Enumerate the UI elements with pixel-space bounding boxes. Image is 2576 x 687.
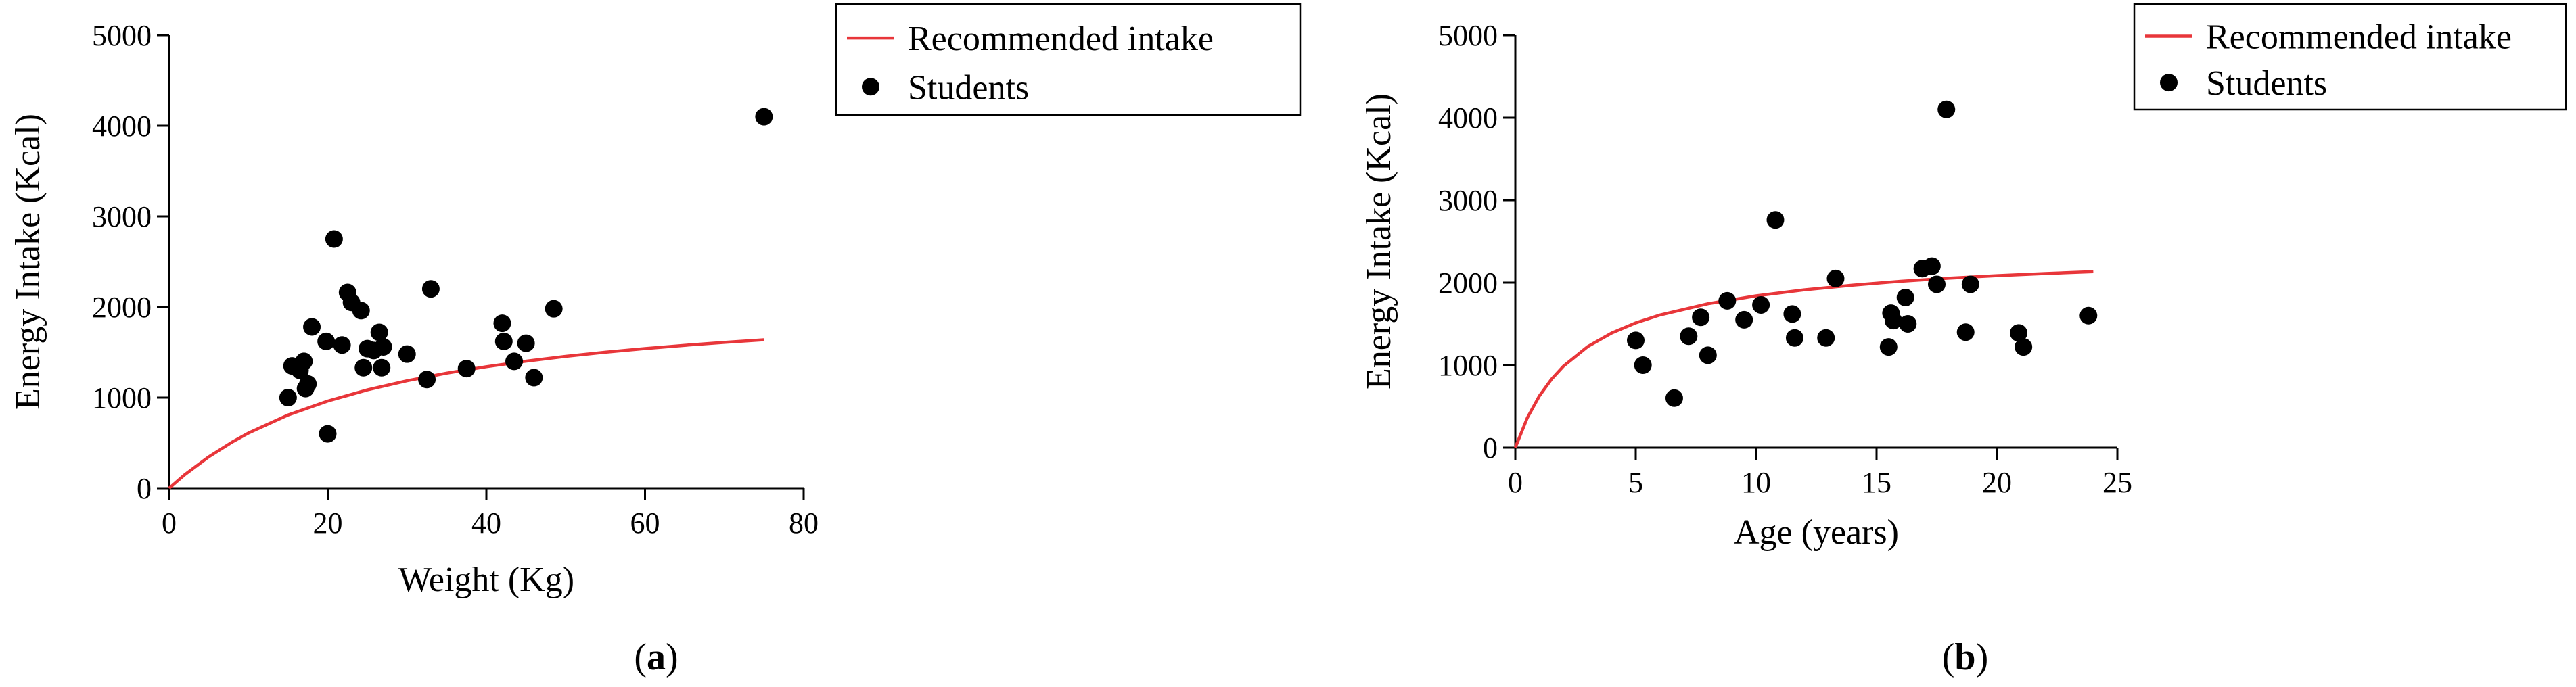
legend-label-students: Students <box>2206 64 2327 103</box>
x-tick-label: 20 <box>1982 466 2012 499</box>
student-point <box>495 332 513 350</box>
student-point <box>505 352 524 371</box>
student-point <box>1699 346 1717 364</box>
y-axis-title: Energy Intake (Kcal) <box>1360 93 1398 389</box>
student-point <box>421 280 440 298</box>
student-point <box>2079 306 2098 325</box>
x-tick-label: 40 <box>472 506 501 540</box>
legend-box <box>835 3 1302 116</box>
student-point <box>1718 291 1736 310</box>
y-tick-label: 4000 <box>92 110 152 143</box>
x-tick-label: 15 <box>1862 466 1891 499</box>
panel-b: 0 1000 2000 3000 4000 5000 0 5 10 15 20 25 Energy In… <box>1360 3 2567 678</box>
legend-label-recommended: Recommended intake <box>908 20 1214 58</box>
student-point <box>1923 257 1941 275</box>
x-tick-label: 60 <box>630 506 660 540</box>
student-point <box>1680 327 1698 346</box>
student-point <box>373 358 391 377</box>
student-point <box>1826 269 1845 287</box>
x-tick-label: 20 <box>313 506 343 540</box>
student-point <box>1735 310 1753 329</box>
y-tick-label: 5000 <box>92 19 152 52</box>
student-point <box>303 318 321 336</box>
student-point <box>457 360 476 378</box>
student-point <box>354 358 373 377</box>
student-point <box>374 337 392 356</box>
panel-a: 0 1000 2000 3000 4000 5000 0 20 40 60 80 Energy Int… <box>9 3 1302 678</box>
legend-point-swatch <box>862 78 879 96</box>
y-tick-label: 3000 <box>92 200 152 233</box>
y-tick-label: 1000 <box>1438 349 1498 382</box>
legend: Recommended intake Students <box>835 3 1302 116</box>
legend-label-students: Students <box>908 68 1029 107</box>
student-point <box>1783 305 1801 323</box>
student-point <box>1692 308 1710 327</box>
student-point <box>2010 324 2028 342</box>
student-point <box>1766 211 1785 229</box>
student-point <box>2015 338 2033 356</box>
student-point <box>299 375 317 393</box>
legend-point-swatch <box>2160 74 2178 92</box>
student-point <box>1752 295 1770 314</box>
recommended-intake-line <box>1513 270 2094 448</box>
y-tick-label: 2000 <box>92 291 152 324</box>
student-point <box>370 323 388 341</box>
student-point <box>1665 389 1683 407</box>
student-point <box>755 108 773 126</box>
x-tick-label: 0 <box>162 506 177 540</box>
legend-box <box>2133 3 2567 111</box>
student-point <box>1879 338 1898 356</box>
x-tick-label: 5 <box>1628 466 1643 499</box>
panel-label: (b) <box>1942 636 1988 678</box>
student-point <box>1961 275 1979 293</box>
student-point <box>1928 275 1946 293</box>
y-tick-label: 0 <box>1483 431 1498 465</box>
student-point <box>295 352 313 371</box>
x-axis-title: Age (years) <box>1734 513 1899 552</box>
y-tick-label: 3000 <box>1438 184 1498 217</box>
student-point <box>1785 329 1803 347</box>
x-tick-label: 0 <box>1508 466 1523 499</box>
y-tick-label: 2000 <box>1438 266 1498 300</box>
y-tick-label: 1000 <box>92 381 152 414</box>
student-point <box>398 345 416 363</box>
student-point <box>545 300 563 318</box>
student-point <box>333 336 351 354</box>
student-point <box>352 302 370 320</box>
student-point <box>1817 329 1835 347</box>
x-axis-title: Weight (Kg) <box>398 561 574 599</box>
student-point <box>1956 323 1975 341</box>
legend-label-recommended: Recommended intake <box>2206 18 2512 56</box>
y-tick-label: 4000 <box>1438 101 1498 135</box>
student-point <box>325 230 343 248</box>
student-point <box>319 425 337 443</box>
student-point <box>279 389 297 406</box>
student-point <box>1899 315 1917 333</box>
y-axis-title: Energy Intake (Kcal) <box>9 114 47 410</box>
student-point <box>1627 331 1644 350</box>
y-tick-label: 0 <box>137 472 152 505</box>
student-point <box>317 332 336 350</box>
x-tick-label: 25 <box>2102 466 2132 499</box>
panel-label: (a) <box>634 636 678 678</box>
y-tick-label: 5000 <box>1438 19 1498 52</box>
student-point <box>418 371 436 389</box>
student-point <box>1937 100 1956 118</box>
legend: Recommended intake Students <box>2133 3 2567 111</box>
x-tick-label: 80 <box>789 506 819 540</box>
student-point <box>493 314 511 333</box>
student-point <box>1884 312 1902 330</box>
student-point <box>1634 356 1652 374</box>
student-point <box>525 369 543 387</box>
student-point <box>1896 288 1914 306</box>
x-tick-label: 10 <box>1741 466 1771 499</box>
student-point <box>517 334 535 352</box>
